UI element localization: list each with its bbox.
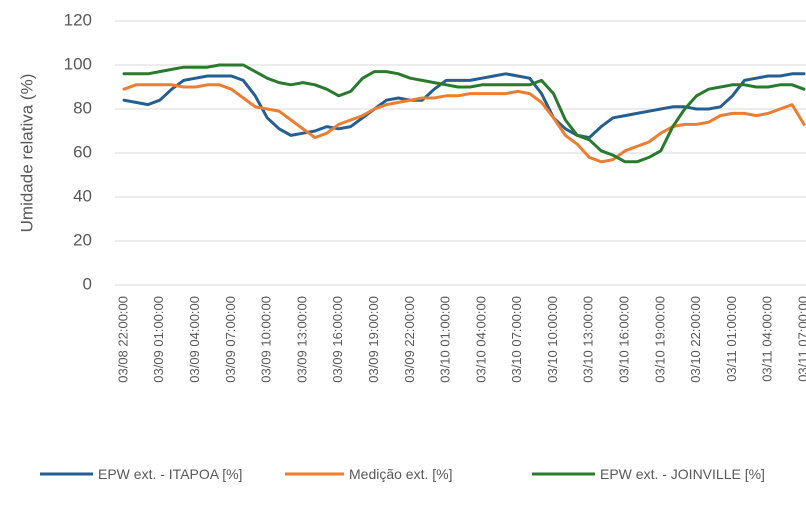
x-tick-label: 03/10 04:00:00 <box>473 296 488 383</box>
series-line <box>122 72 806 140</box>
x-tick-label: 03/11 07:00:00 <box>795 296 806 382</box>
x-tick-label: 03/09 16:00:00 <box>330 296 345 383</box>
x-tick-label: 03/10 22:00:00 <box>688 296 703 383</box>
x-tick-label: 03/08 22:00:00 <box>115 296 130 383</box>
x-tick-label: 03/09 07:00:00 <box>223 296 238 383</box>
y-tick-label: 20 <box>73 230 92 249</box>
y-tick-label: 60 <box>73 142 92 161</box>
legend-label: EPW ext. - ITAPOA [%] <box>98 466 243 482</box>
y-tick-label: 40 <box>73 186 92 205</box>
x-tick-label: 03/09 01:00:00 <box>151 296 166 383</box>
series-line <box>122 83 806 164</box>
x-tick-label: 03/11 04:00:00 <box>760 296 775 382</box>
x-tick-label: 03/09 19:00:00 <box>366 296 381 383</box>
y-axis-label: Umidade relativa (%) <box>17 74 36 233</box>
x-tick-label: 03/10 16:00:00 <box>616 296 631 383</box>
x-tick-label: 03/10 07:00:00 <box>509 296 524 383</box>
x-tick-label: 03/10 01:00:00 <box>438 296 453 383</box>
x-tick-label: 03/09 13:00:00 <box>294 296 309 383</box>
x-tick-label: 03/09 22:00:00 <box>402 296 417 383</box>
y-tick-label: 100 <box>64 54 92 73</box>
y-tick-label: 120 <box>64 10 92 29</box>
x-tick-label: 03/10 13:00:00 <box>581 296 596 383</box>
x-tick-label: 03/11 01:00:00 <box>724 296 739 382</box>
series-line <box>122 63 806 164</box>
legend-label: EPW ext. - JOINVILLE [%] <box>600 466 765 482</box>
x-tick-label: 03/10 10:00:00 <box>545 296 560 383</box>
y-tick-label: 0 <box>83 274 92 293</box>
x-tick-label: 03/10 19:00:00 <box>652 296 667 383</box>
x-tick-label: 03/09 10:00:00 <box>259 296 274 383</box>
legend-label: Medição ext. [%] <box>349 466 453 482</box>
y-tick-label: 80 <box>73 98 92 117</box>
x-tick-label: 03/09 04:00:00 <box>187 296 202 383</box>
